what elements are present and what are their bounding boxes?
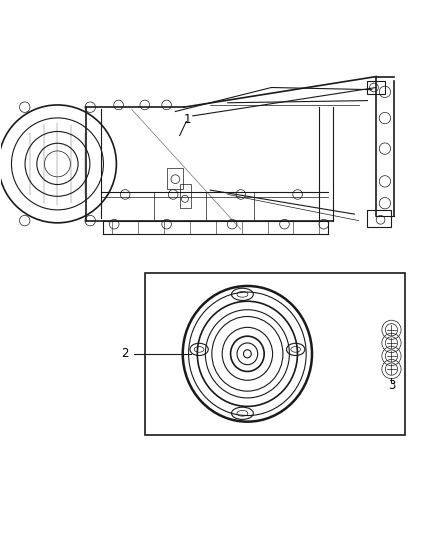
Text: 1: 1 (184, 113, 191, 126)
Text: 2: 2 (121, 348, 129, 360)
Bar (167, 168, 183, 189)
Bar (145, 273, 405, 434)
Bar (367, 81, 385, 94)
Text: 3: 3 (388, 379, 395, 392)
Bar (180, 183, 191, 207)
Bar (367, 210, 392, 227)
